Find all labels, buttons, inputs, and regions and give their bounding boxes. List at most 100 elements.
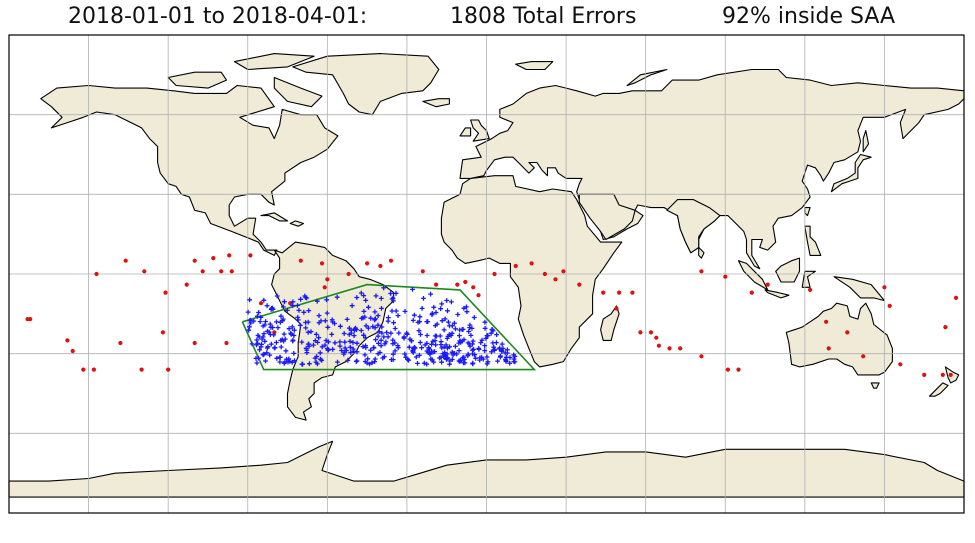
error-point-inside-saa: [299, 361, 305, 367]
error-point-inside-saa: [304, 295, 310, 301]
error-point-inside-saa: [379, 330, 385, 336]
error-point-inside-saa: [360, 344, 366, 350]
error-point-inside-saa: [512, 359, 518, 365]
error-point-inside-saa: [255, 313, 260, 319]
landmass-sri-lanka: [698, 246, 705, 259]
error-point-inside-saa: [332, 340, 338, 346]
error-point-outside-saa: [200, 269, 205, 274]
error-point-inside-saa: [299, 339, 305, 345]
error-point-inside-saa: [296, 308, 302, 313]
error-point-inside-saa: [314, 298, 320, 304]
error-point-outside-saa: [630, 290, 635, 295]
error-point-inside-saa: [388, 330, 394, 336]
error-point-inside-saa: [282, 299, 287, 305]
error-point-inside-saa: [348, 350, 354, 355]
error-point-inside-saa: [292, 358, 297, 363]
error-point-inside-saa: [375, 322, 381, 328]
error-point-inside-saa: [257, 347, 262, 353]
title-date-range: 2018-01-01 to 2018-04-01:: [68, 4, 368, 29]
error-point-inside-saa: [457, 359, 463, 364]
error-point-inside-saa: [330, 347, 336, 352]
error-point-outside-saa: [699, 354, 704, 359]
error-point-inside-saa: [289, 324, 295, 330]
error-point-outside-saa: [723, 274, 728, 279]
error-point-outside-saa: [898, 362, 903, 367]
error-point-inside-saa: [344, 317, 350, 322]
error-point-inside-saa: [465, 353, 471, 359]
error-point-inside-saa: [379, 306, 384, 311]
error-point-inside-saa: [353, 359, 359, 364]
error-point-outside-saa: [81, 367, 86, 372]
error-point-outside-saa: [601, 290, 606, 295]
error-point-inside-saa: [432, 338, 438, 343]
error-point-inside-saa: [391, 320, 396, 326]
error-point-inside-saa: [385, 334, 391, 340]
error-point-outside-saa: [824, 319, 829, 324]
error-point-inside-saa: [412, 345, 417, 351]
landmass-north-america: [40, 84, 339, 256]
error-point-outside-saa: [227, 253, 232, 258]
error-point-inside-saa: [393, 308, 399, 314]
error-point-inside-saa: [256, 310, 261, 315]
error-point-inside-saa: [297, 322, 303, 328]
error-point-inside-saa: [444, 298, 450, 303]
error-point-inside-saa: [274, 293, 280, 299]
error-point-inside-saa: [308, 329, 314, 334]
error-point-inside-saa: [432, 333, 438, 339]
error-point-inside-saa: [494, 332, 499, 337]
error-point-inside-saa: [274, 319, 279, 325]
error-point-inside-saa: [412, 312, 417, 318]
error-point-outside-saa: [388, 258, 394, 263]
error-point-inside-saa: [392, 326, 398, 331]
error-point-inside-saa: [439, 359, 444, 365]
error-point-outside-saa: [166, 367, 171, 372]
error-point-outside-saa: [248, 253, 253, 258]
error-point-inside-saa: [291, 333, 297, 338]
error-point-inside-saa: [305, 329, 311, 335]
error-point-inside-saa: [351, 333, 357, 338]
error-point-inside-saa: [461, 305, 467, 311]
error-point-inside-saa: [490, 328, 496, 334]
error-point-inside-saa: [263, 358, 268, 364]
error-point-inside-saa: [417, 352, 422, 358]
error-point-inside-saa: [363, 323, 369, 329]
error-point-inside-saa: [384, 330, 390, 335]
error-point-inside-saa: [372, 309, 378, 315]
error-point-outside-saa: [298, 258, 303, 263]
error-point-inside-saa: [368, 347, 374, 353]
error-point-inside-saa: [446, 319, 451, 325]
error-point-inside-saa: [484, 333, 490, 338]
error-point-inside-saa: [468, 333, 474, 338]
saa-layer: [241, 283, 537, 371]
error-point-outside-saa: [139, 367, 144, 372]
error-point-inside-saa: [353, 325, 358, 331]
error-point-inside-saa: [421, 296, 426, 301]
error-point-inside-saa: [507, 360, 513, 366]
error-point-inside-saa: [245, 309, 251, 315]
error-point-inside-saa: [440, 351, 446, 356]
error-point-inside-saa: [395, 343, 401, 349]
error-point-outside-saa: [123, 258, 128, 263]
landmass-java: [764, 289, 790, 299]
landmass-britain: [470, 119, 490, 142]
error-point-inside-saa: [316, 335, 322, 341]
error-point-inside-saa: [410, 318, 416, 323]
error-point-inside-saa: [277, 359, 283, 365]
error-point-inside-saa: [402, 309, 408, 314]
error-point-outside-saa: [322, 285, 327, 290]
error-point-inside-saa: [464, 304, 469, 310]
map-frame: [8, 34, 965, 514]
error-point-inside-saa: [260, 323, 266, 329]
error-point-inside-saa: [391, 298, 396, 304]
landmass-canada-arctic-1: [167, 71, 228, 89]
error-point-inside-saa: [274, 355, 280, 361]
error-point-inside-saa: [363, 298, 369, 303]
error-point-inside-saa: [419, 306, 425, 311]
error-point-outside-saa: [561, 269, 566, 274]
error-point-inside-saa: [406, 357, 411, 363]
error-point-inside-saa: [312, 338, 318, 344]
error-point-inside-saa: [445, 308, 450, 314]
error-point-inside-saa: [417, 340, 423, 345]
error-point-outside-saa: [513, 263, 518, 269]
error-point-inside-saa: [378, 337, 384, 343]
